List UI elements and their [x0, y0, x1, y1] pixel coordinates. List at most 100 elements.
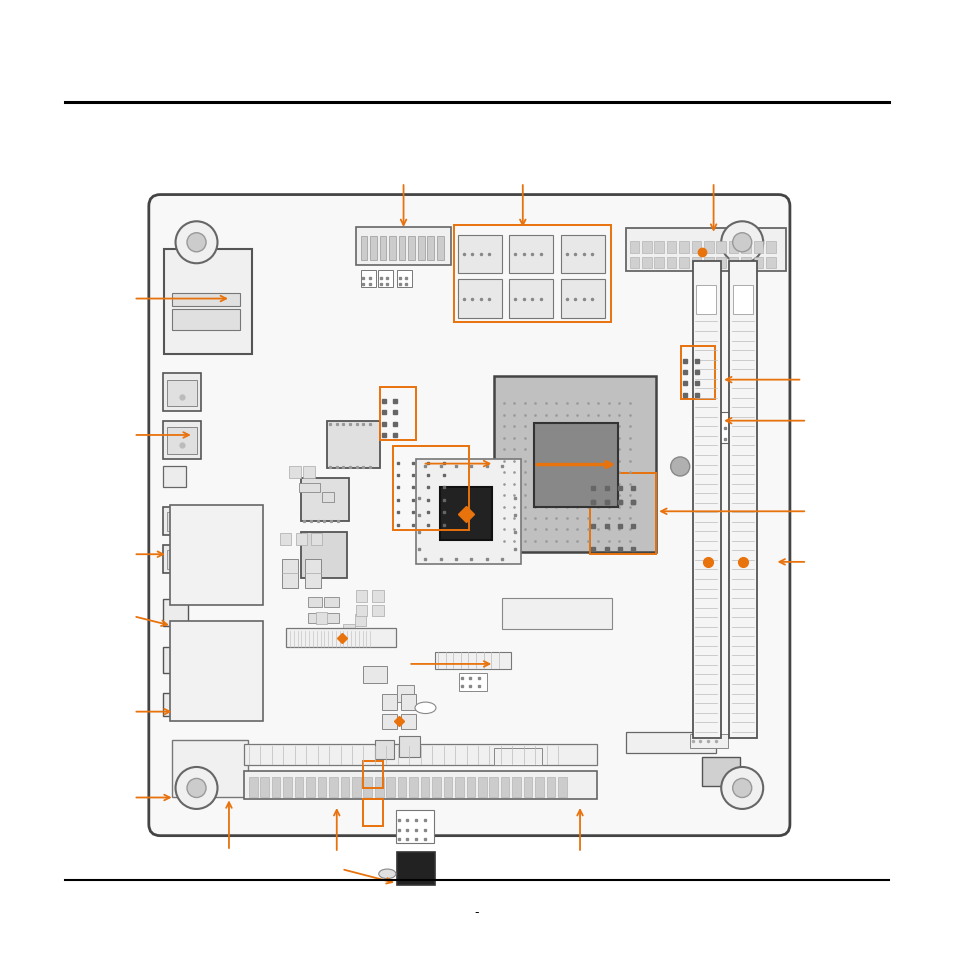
Bar — [395, 810, 434, 843]
Bar — [355, 605, 367, 617]
Bar — [703, 257, 713, 269]
Bar — [641, 257, 651, 269]
Bar — [329, 778, 337, 797]
Ellipse shape — [378, 869, 395, 879]
Bar — [666, 257, 676, 269]
Bar — [509, 235, 553, 274]
Circle shape — [670, 457, 689, 476]
Bar — [305, 559, 320, 588]
Bar — [494, 376, 656, 553]
Circle shape — [187, 233, 206, 253]
Bar — [397, 778, 406, 797]
Circle shape — [732, 779, 751, 798]
Bar — [167, 428, 196, 455]
Bar — [363, 761, 382, 788]
Bar — [629, 257, 639, 269]
Bar — [167, 513, 196, 532]
Bar — [443, 778, 452, 797]
Bar — [311, 534, 322, 545]
Bar — [455, 778, 463, 797]
Bar — [692, 413, 735, 443]
Bar — [308, 614, 322, 623]
Bar — [560, 280, 604, 318]
Bar — [164, 250, 252, 355]
Bar — [629, 242, 639, 253]
Bar — [244, 744, 597, 765]
Bar — [279, 534, 291, 545]
Bar — [170, 505, 263, 605]
Bar — [163, 421, 201, 459]
Circle shape — [175, 222, 217, 264]
Bar — [427, 236, 434, 261]
Bar — [294, 778, 303, 797]
Bar — [163, 545, 201, 574]
Circle shape — [720, 767, 762, 809]
Bar — [260, 778, 269, 797]
Bar — [466, 778, 475, 797]
Bar — [363, 778, 372, 797]
Bar — [372, 605, 383, 617]
Bar — [416, 459, 520, 564]
Bar — [303, 467, 314, 478]
Bar — [372, 591, 383, 602]
Circle shape — [720, 222, 762, 264]
Bar — [360, 271, 375, 288]
Bar — [625, 732, 716, 753]
Bar — [454, 226, 610, 323]
Bar — [381, 714, 396, 729]
Bar — [701, 758, 740, 786]
Bar — [691, 242, 700, 253]
Bar — [716, 242, 725, 253]
Bar — [324, 598, 338, 607]
Bar — [398, 236, 405, 261]
Bar — [535, 778, 543, 797]
Bar — [396, 685, 414, 702]
Bar — [500, 778, 509, 797]
Bar — [322, 493, 334, 502]
Bar — [489, 778, 497, 797]
Bar — [389, 236, 395, 261]
Bar — [458, 674, 487, 691]
Bar — [477, 778, 486, 797]
Circle shape — [175, 767, 217, 809]
Text: -: - — [475, 905, 478, 919]
Bar — [343, 624, 355, 636]
Bar — [501, 598, 611, 629]
Bar — [272, 778, 280, 797]
Bar — [289, 467, 300, 478]
Bar — [680, 347, 714, 399]
Circle shape — [732, 233, 751, 253]
Bar — [315, 613, 327, 624]
Bar — [692, 262, 720, 739]
Bar — [696, 286, 716, 314]
Bar — [163, 507, 201, 536]
Bar — [327, 421, 379, 469]
Bar — [436, 236, 443, 261]
Bar — [282, 559, 297, 588]
Bar — [732, 286, 752, 314]
Bar — [560, 235, 604, 274]
Bar — [379, 236, 386, 261]
Bar — [523, 778, 532, 797]
Bar — [167, 380, 196, 407]
Circle shape — [187, 779, 206, 798]
Bar — [308, 598, 322, 607]
Bar — [589, 474, 656, 555]
Bar — [352, 778, 360, 797]
Bar — [163, 374, 201, 412]
Bar — [355, 615, 366, 626]
Bar — [301, 533, 347, 578]
Bar — [654, 242, 663, 253]
Bar — [409, 778, 417, 797]
Bar — [398, 737, 419, 758]
Bar — [163, 599, 188, 626]
Bar — [740, 242, 750, 253]
Bar — [163, 647, 188, 674]
Bar — [324, 614, 338, 623]
Bar — [381, 695, 396, 710]
Bar — [377, 271, 393, 288]
Bar — [765, 242, 775, 253]
Bar — [396, 852, 435, 885]
Bar — [420, 778, 429, 797]
Bar — [666, 242, 676, 253]
